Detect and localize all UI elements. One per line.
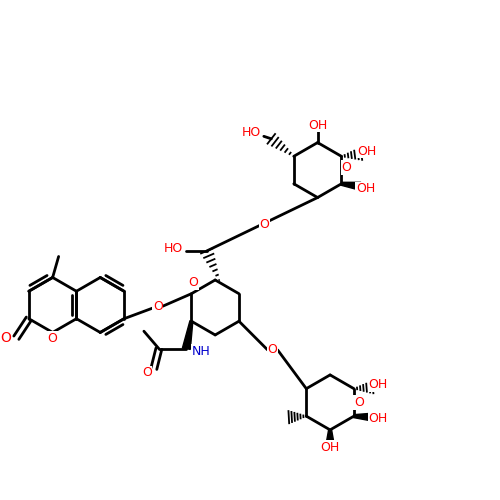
Text: O: O: [342, 161, 351, 174]
Polygon shape: [182, 321, 193, 350]
Text: OH: OH: [368, 378, 388, 391]
Text: O: O: [142, 366, 152, 379]
Text: O: O: [153, 300, 162, 312]
Text: OH: OH: [320, 441, 340, 454]
Text: HO: HO: [164, 242, 183, 255]
Polygon shape: [341, 182, 361, 190]
Polygon shape: [326, 430, 334, 444]
Text: O: O: [354, 396, 364, 409]
Text: O: O: [188, 276, 198, 289]
Text: O: O: [268, 344, 278, 356]
Text: O: O: [48, 332, 58, 345]
Text: OH: OH: [357, 145, 376, 158]
Text: OH: OH: [308, 118, 327, 132]
Text: OH: OH: [368, 412, 388, 425]
Text: OH: OH: [356, 182, 375, 196]
Polygon shape: [354, 413, 373, 421]
Text: NH: NH: [192, 344, 210, 358]
Text: HO: HO: [242, 126, 261, 139]
Text: O: O: [260, 218, 270, 231]
Text: O: O: [0, 330, 11, 344]
